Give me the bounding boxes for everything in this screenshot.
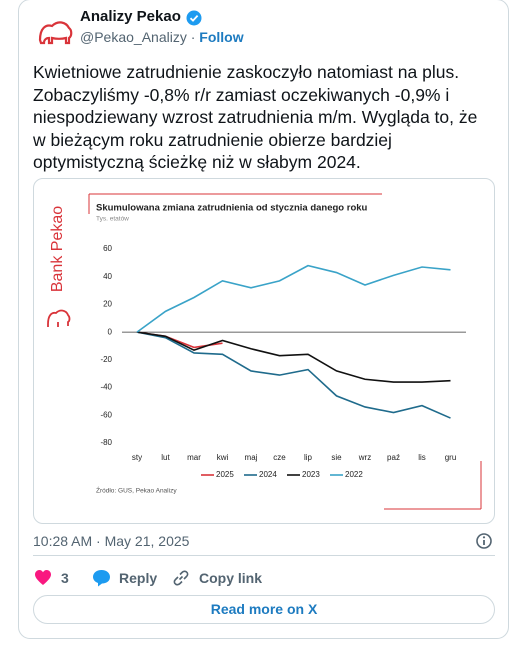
tweet-text-line: w bieżącym roku zatrudnienie obierze bar… xyxy=(33,129,392,150)
x-tick-label: lis xyxy=(418,453,426,462)
like-icon[interactable] xyxy=(34,569,52,586)
x-tick-label: maj xyxy=(245,453,258,462)
logo-icon xyxy=(47,309,71,327)
x-tick-label: mar xyxy=(187,453,201,462)
y-tick-label: -60 xyxy=(100,410,112,419)
avatar[interactable] xyxy=(36,12,74,50)
tweet-text-line: niespodziewany wzrost zatrudnienia m/m. … xyxy=(33,107,478,127)
x-tick-label: lut xyxy=(161,453,170,462)
series-line xyxy=(136,331,451,419)
legend-label: 2023 xyxy=(302,470,320,479)
follow-link[interactable]: Follow xyxy=(199,29,244,45)
y-tick-label: -80 xyxy=(100,438,112,447)
tweet-card xyxy=(18,0,509,639)
series-line xyxy=(136,264,451,333)
reply-icon[interactable] xyxy=(92,569,111,587)
y-tick-label: 40 xyxy=(103,272,112,281)
tweet-text: Kwietniowe zatrudnienie zaskoczyło natom… xyxy=(33,61,477,174)
bison-logo xyxy=(38,21,73,45)
tweet-text-line: Kwietniowe zatrudnienie zaskoczyło natom… xyxy=(33,62,460,82)
x-tick-label: kwi xyxy=(217,453,229,462)
tweet-text-line: optymistyczną ścieżkę niż w słabym 2024. xyxy=(33,152,361,172)
y-tick-label: -40 xyxy=(100,383,112,392)
legend-label: 2025 xyxy=(216,470,234,479)
y-tick-label: 0 xyxy=(108,327,113,336)
handle[interactable]: @Pekao_Analizy xyxy=(80,29,187,45)
like-count: 3 xyxy=(61,570,69,586)
x-tick-label: cze xyxy=(273,453,286,462)
handle-line: @Pekao_Analizy · Follow xyxy=(80,29,244,45)
legend-label: 2022 xyxy=(345,470,363,479)
legend-label: 2024 xyxy=(259,470,277,479)
separator: · xyxy=(190,29,196,45)
x-tick-label: gru xyxy=(445,453,457,462)
chart[interactable]: Bank Pekao Skumulowana zmiana zatrudnien… xyxy=(33,178,495,524)
source: Źródło: GUS, Pekao Analizy xyxy=(96,486,177,495)
link-icon[interactable] xyxy=(172,569,190,587)
x-tick-label: wrz xyxy=(358,453,371,462)
reply-button[interactable]: Reply xyxy=(119,570,158,586)
x-tick-label: sty xyxy=(132,453,142,462)
x-tick-label: lip xyxy=(304,453,313,462)
timestamp[interactable]: 10:28 AM · May 21, 2025 xyxy=(33,533,190,549)
read-more-button[interactable]: Read more on X xyxy=(33,595,495,624)
x-tick-label: paź xyxy=(387,453,400,462)
y-tick-label: 20 xyxy=(103,300,112,309)
tweet-text-line: Zobaczyliśmy -0,8% r/r zamiast oczekiwan… xyxy=(33,84,450,105)
divider xyxy=(33,555,495,556)
copy-link[interactable]: Copy link xyxy=(199,570,263,586)
chart-subtitle: Tys. etatów xyxy=(96,216,129,223)
x-tick-label: sie xyxy=(331,453,342,462)
author[interactable]: Analizy Pekao xyxy=(80,8,181,25)
info-icon[interactable] xyxy=(475,532,493,550)
chart-title: Skumulowana zmiana zatrudnienia od stycz… xyxy=(96,203,368,214)
logo-text: Bank Pekao xyxy=(49,206,66,292)
series-line xyxy=(136,331,451,383)
verified-badge xyxy=(186,10,202,26)
y-tick-label: 60 xyxy=(103,244,112,253)
y-tick-label: -20 xyxy=(100,355,112,364)
